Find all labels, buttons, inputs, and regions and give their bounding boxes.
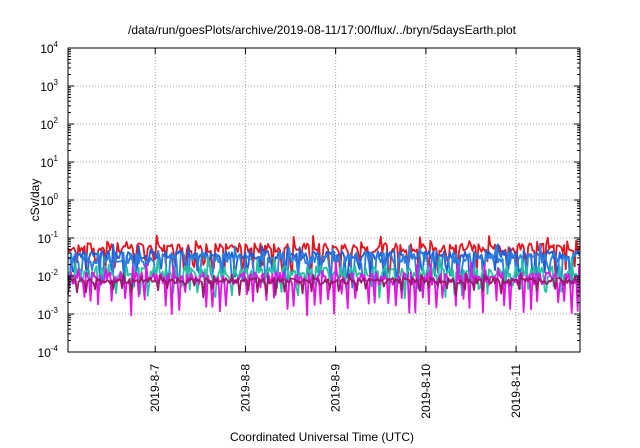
- y-tick-label: 101: [40, 154, 58, 170]
- x-tick-label: 2019-8-11: [509, 364, 523, 418]
- x-tick-label: 2019-8-8: [238, 364, 252, 412]
- series-group: [67, 234, 581, 317]
- series-line: [67, 242, 581, 290]
- series-line: [67, 272, 580, 299]
- y-axis-label: cSv/day: [28, 179, 42, 222]
- y-tick-label: 10-1: [38, 230, 59, 246]
- x-axis-ticks: 2019-8-7 2019-8-8 2019-8-9 2019-8-10 2019-8-…: [148, 48, 523, 419]
- chart-title: /data/run/goesPlots/archive/2019-08-11/1…: [128, 23, 517, 37]
- y-tick-label: 100: [40, 192, 58, 208]
- x-tick-label: 2019-8-10: [419, 364, 433, 419]
- grid-lines: [68, 48, 580, 352]
- y-tick-label: 102: [40, 116, 58, 132]
- series-line: [67, 234, 581, 279]
- y-tick-label: 104: [40, 40, 58, 56]
- y-tick-label: 103: [40, 78, 58, 94]
- x-tick-label: 2019-8-7: [148, 364, 162, 412]
- y-tick-label: 10-3: [38, 306, 59, 322]
- y-tick-label: 10-2: [38, 268, 59, 284]
- x-tick-label: 2019-8-9: [329, 364, 343, 412]
- x-axis-label: Coordinated Universal Time (UTC): [230, 430, 414, 444]
- y-axis-ticks: 10-4 10-3 10-2 10-1 100 101 102 103 104: [38, 40, 580, 360]
- y-tick-label: 10-4: [38, 344, 59, 360]
